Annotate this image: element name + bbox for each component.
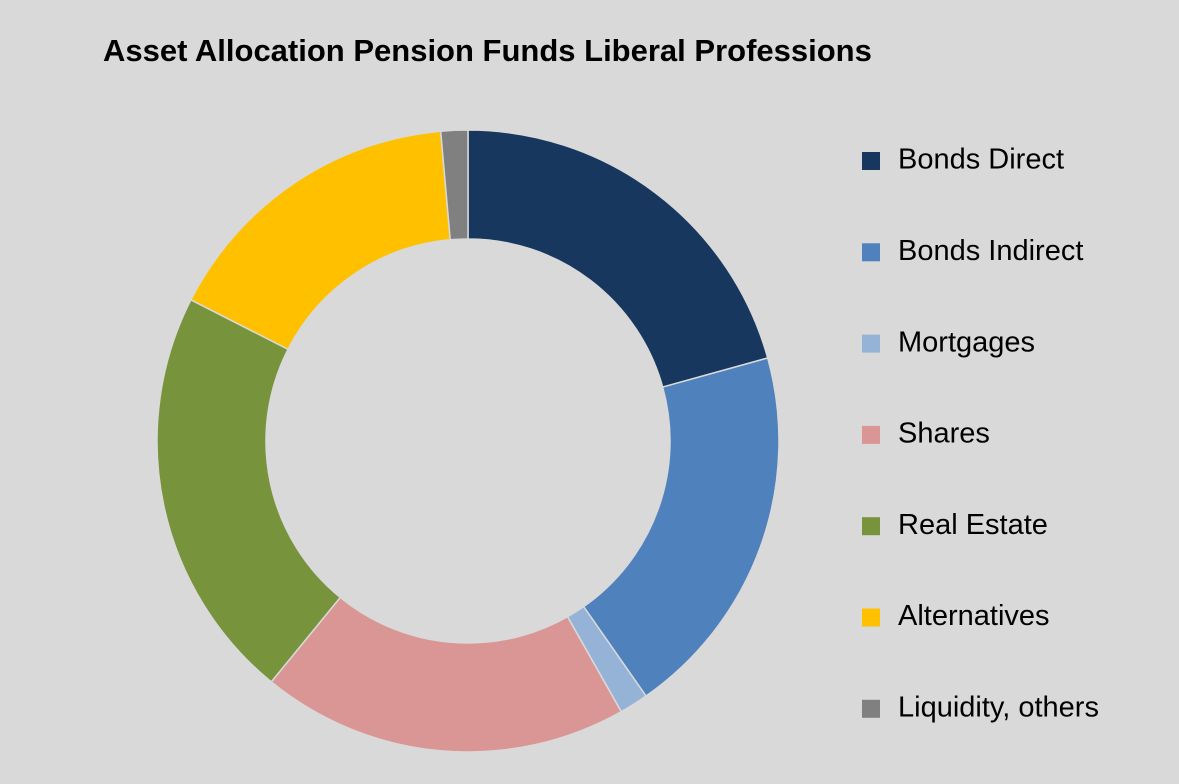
chart-title: Asset Allocation Pension Funds Liberal P…	[103, 33, 872, 68]
legend-swatch	[862, 608, 880, 627]
legend-label: Bonds Indirect	[898, 235, 1083, 267]
legend-label: Bonds Direct	[898, 144, 1064, 176]
legend-label: Real Estate	[898, 509, 1048, 541]
legend-label: Alternatives	[898, 600, 1050, 632]
legend-swatch	[862, 243, 880, 262]
legend-swatch	[862, 152, 880, 170]
legend-label: Liquidity, others	[898, 691, 1099, 723]
legend-swatch	[862, 334, 880, 353]
donut-segment	[156, 298, 342, 683]
legend-swatch	[862, 699, 880, 718]
legend-label: Mortgages	[898, 326, 1035, 358]
legend-label: Shares	[898, 418, 990, 450]
donut-segment	[582, 357, 780, 698]
legend-swatch	[862, 517, 880, 536]
legend-swatch	[862, 425, 880, 444]
donut-segment	[270, 596, 623, 753]
donut-segment	[467, 129, 769, 389]
donut-segment	[439, 129, 469, 241]
